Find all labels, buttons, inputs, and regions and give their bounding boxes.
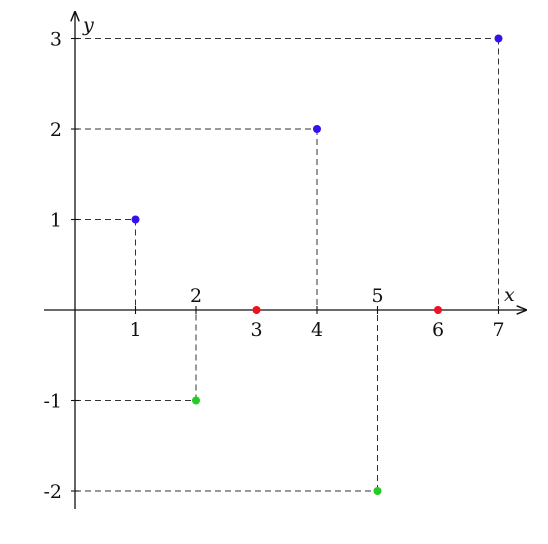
x-tick-label: 7 bbox=[492, 319, 504, 341]
x-axis-title: x bbox=[504, 284, 515, 306]
y-tick-label: -2 bbox=[43, 481, 62, 503]
x-tick-label: 3 bbox=[250, 319, 262, 341]
y-tick-label: 2 bbox=[50, 119, 62, 141]
x-tick-label: 6 bbox=[432, 319, 444, 341]
data-points bbox=[131, 34, 503, 495]
data-point bbox=[131, 215, 140, 224]
y-axis-title: y bbox=[82, 14, 94, 36]
x-tick-label: 4 bbox=[311, 319, 323, 341]
data-point bbox=[434, 306, 442, 314]
y-tick-label: -1 bbox=[43, 391, 62, 413]
data-point bbox=[494, 34, 503, 43]
data-point bbox=[313, 125, 321, 133]
guide-lines bbox=[75, 38, 499, 492]
ticks: 1 2 3 4 5 6 7 3 2 1 -1 -2 bbox=[43, 29, 504, 504]
y-tick-label: 1 bbox=[50, 210, 62, 232]
data-point bbox=[252, 306, 261, 314]
data-point bbox=[192, 396, 200, 405]
x-tick-label: 2 bbox=[190, 285, 202, 307]
axes: x y bbox=[44, 12, 526, 509]
x-tick-label: 1 bbox=[129, 319, 141, 341]
x-tick-label: 5 bbox=[371, 285, 383, 307]
data-point bbox=[373, 487, 382, 495]
y-tick-label: 3 bbox=[50, 29, 62, 51]
